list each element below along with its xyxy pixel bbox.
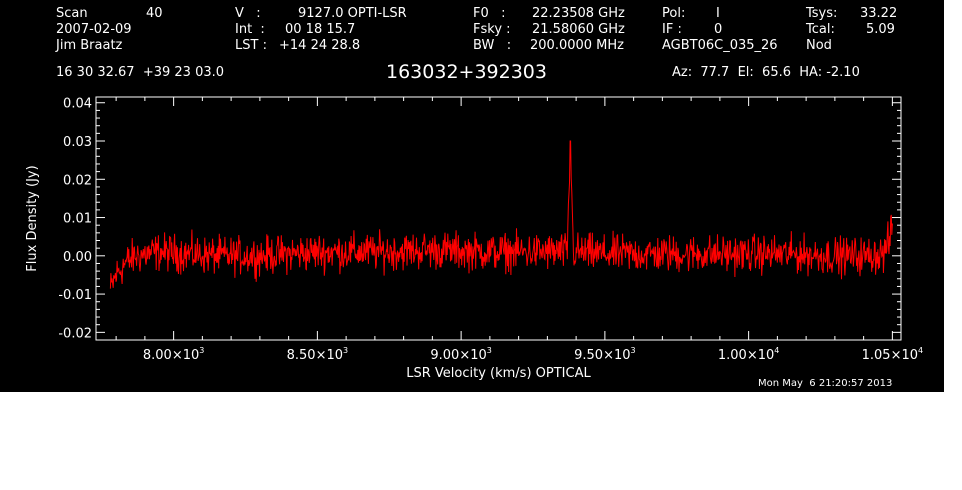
lst-value: +14 24 28.8	[279, 38, 361, 53]
y-tick-label: -0.02	[58, 326, 92, 341]
x-tick-label: 8.00×103	[143, 346, 204, 363]
pointing-info: Az: 77.7 El: 65.6 HA: -2.10	[672, 65, 860, 80]
tsys-value: 33.22	[860, 6, 898, 21]
lst-label: LST :	[235, 38, 267, 53]
if-label: IF :	[662, 22, 682, 37]
y-tick-label: 0.02	[63, 173, 92, 188]
y-axis: 0.04 0.03 0.02 0.01 0.00 -0.01 -0.02	[58, 97, 901, 341]
plot-frame	[95, 96, 902, 341]
x-tick-label: 9.00×103	[430, 346, 491, 363]
velocity-value: 9127.0 OPTI-LSR	[298, 6, 407, 21]
x-axis-label: LSR Velocity (km/s) OPTICAL	[406, 366, 591, 381]
observing-mode: Nod	[806, 38, 832, 53]
fsky-value: 21.58060 GHz	[532, 22, 625, 37]
trace-group	[109, 140, 893, 289]
pol-label: Pol:	[662, 6, 686, 21]
y-tick-label: 0.01	[63, 212, 92, 227]
plot-timestamp: Mon May 6 21:20:57 2013	[758, 378, 893, 389]
tcal-label: Tcal:	[806, 22, 835, 37]
chart-title: 163032+392303	[386, 61, 547, 83]
scan-number: 40	[146, 6, 163, 21]
ra-dec: 16 30 32.67 +39 23 03.0	[56, 65, 225, 80]
x-tick-label: 8.50×103	[287, 346, 348, 363]
tcal-value: 5.09	[866, 22, 895, 37]
fsky-label: Fsky :	[473, 22, 511, 37]
y-tick-label: 0.00	[63, 250, 92, 265]
spectrum-plot: 8.00×103 8.50×103 9.00×103 9.50×103 1.00×104…	[25, 96, 923, 381]
int-value: 00 18 15.7	[285, 22, 356, 37]
f0-value: 22.23508 GHz	[532, 6, 625, 21]
bw-label: BW :	[473, 38, 512, 53]
x-tick-label: 1.00×104	[718, 346, 779, 363]
x-tick-label: 1.05×104	[862, 346, 923, 363]
int-label: Int :	[235, 22, 265, 37]
x-axis: 8.00×103 8.50×103 9.00×103 9.50×103 1.00×104…	[115, 97, 923, 363]
y-tick-label: 0.04	[63, 97, 92, 112]
project-id: AGBT06C_035_26	[662, 38, 778, 53]
pol-value: I	[716, 6, 720, 21]
f0-label: F0 :	[473, 6, 506, 21]
y-tick-label: -0.01	[58, 288, 92, 303]
spectrum-trace-0	[109, 140, 893, 289]
tsys-label: Tsys:	[806, 6, 838, 21]
x-tick-label: 9.50×103	[574, 346, 635, 363]
if-value: 0	[714, 22, 723, 37]
y-axis-label: Flux Density (Jy)	[25, 165, 40, 271]
scan-label: Scan	[56, 6, 88, 21]
bw-value: 200.0000 MHz	[530, 38, 624, 53]
velocity-label: V :	[235, 6, 261, 21]
y-tick-label: 0.03	[63, 135, 92, 150]
spectrum-panel: Scan 40 2007-02-09 Jim Braatz 16 30 32.6…	[0, 0, 944, 392]
observer-name: Jim Braatz	[56, 38, 123, 53]
observation-date: 2007-02-09	[56, 22, 132, 37]
